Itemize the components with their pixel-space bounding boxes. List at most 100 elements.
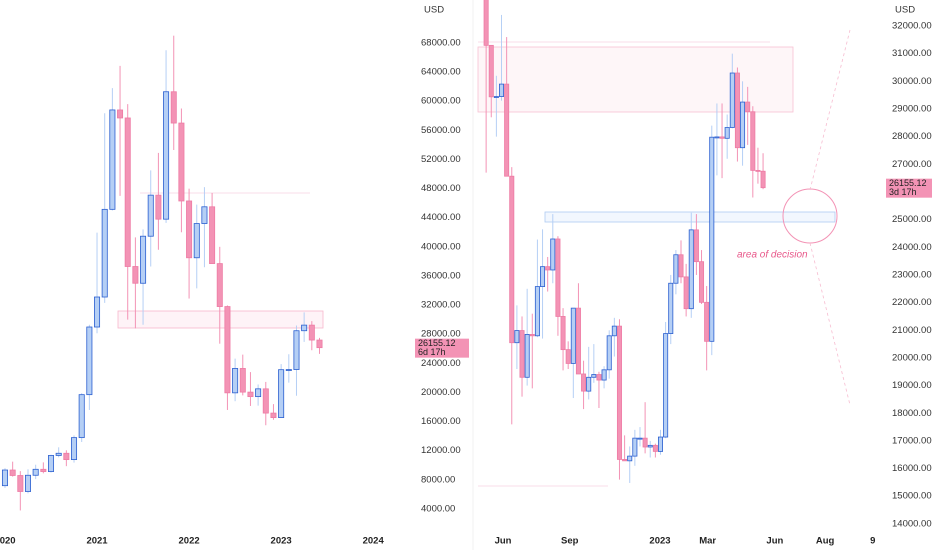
candle [9,461,16,477]
x-tick-label: 2024 [363,536,385,547]
candle-body [78,394,85,439]
candle [688,212,694,318]
candle-body [224,306,231,394]
candle [745,86,751,145]
candle [616,319,622,480]
x-tick-label: Aug [816,536,835,547]
candle-body [673,254,679,284]
candle-body [611,325,617,337]
y-tick-label: 20000.00 [892,352,932,363]
candle [652,443,658,458]
candle [193,204,200,289]
candle [570,307,576,399]
candle-body [622,459,628,462]
candle-body [760,170,766,189]
candle [750,106,756,198]
candle [147,170,154,267]
candle-body [193,223,200,259]
candle [524,288,530,386]
candle-body [270,412,277,418]
candle-body [63,452,70,461]
candle-body [734,72,740,149]
y-tick-label: 17000.00 [892,435,932,446]
zones [117,29,851,487]
candle [488,44,494,118]
annotation: area of decision [737,250,808,261]
candle-body [48,455,55,472]
candle [71,435,78,463]
candle [714,103,720,176]
candle [555,236,561,336]
candle [493,75,499,137]
candle [94,232,101,334]
candle-body [652,444,658,452]
y-tick-label: 14000.00 [892,518,932,529]
candle-body [688,229,694,310]
x-tick-label: Jun [495,536,512,547]
x-tick-label: Mar [699,536,716,547]
candle-body [247,391,254,398]
candle [170,35,177,150]
candle-body [32,468,39,476]
candle-body [596,374,602,381]
candle [109,88,116,211]
candle-body [17,475,24,492]
candle [24,469,31,494]
candle [293,325,300,396]
candle [709,125,715,356]
candle [704,286,710,371]
candle [565,341,571,369]
candle [140,229,147,325]
candle [514,305,520,369]
candle [729,53,735,129]
candle [545,256,551,292]
candle [285,354,292,383]
y-tick-label: 25000.00 [892,214,932,225]
candle-body [555,238,561,317]
currency-label: USD [895,5,915,16]
candle [270,404,277,420]
candle-body [657,436,663,452]
x-tick-label: Jun [766,536,783,547]
y-tick-label: 30000.00 [892,76,932,87]
y-tick-label: 22000.00 [892,297,932,308]
y-tick-label: 4000.00 [421,503,455,514]
candle [483,0,489,173]
candle [247,372,254,406]
candle-body [570,307,576,364]
candle [627,446,633,483]
candle-body [575,307,581,375]
candle-body [719,136,725,139]
candle [740,81,746,166]
candle-body [239,368,246,393]
candle-body [534,286,540,337]
candle [683,263,689,317]
candle-body [750,111,756,171]
candle [663,321,669,439]
candle-body [545,266,551,271]
candle-body [488,44,494,98]
candle-body [740,101,746,149]
candle [316,337,323,354]
candle [186,188,193,299]
candle [586,346,592,400]
candle [678,240,684,284]
y-tick-label: 24000.00 [421,358,461,369]
candle [529,313,535,389]
y-tick-label: 23000.00 [892,269,932,280]
candle-body [581,373,587,392]
countdown: 6d 17h [418,347,446,357]
candle-body [709,136,715,342]
y-tick-label: 52000.00 [421,154,461,165]
y-tick-label: 15000.00 [892,491,932,502]
candle-body [216,263,223,307]
candle-body [504,83,510,177]
y-tick-label: 12000.00 [421,445,461,456]
candle [278,364,285,418]
candle-body [663,333,669,438]
candle-body [86,326,93,396]
candle-body [524,334,530,378]
candle [611,317,617,357]
currency-label: USD [424,5,444,16]
x-tick-label: 2022 [179,536,200,547]
